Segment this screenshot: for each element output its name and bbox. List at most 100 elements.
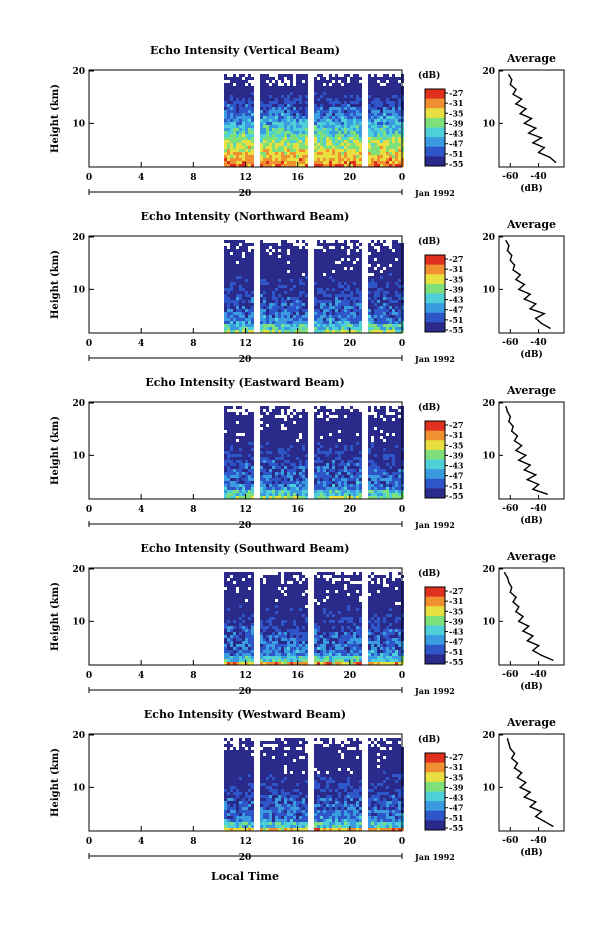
heat-cell [269, 282, 272, 285]
heat-cell [287, 276, 290, 279]
heat-cell [344, 149, 347, 152]
heat-cell [329, 297, 332, 300]
heat-cell [338, 412, 341, 415]
heat-cell [266, 273, 269, 276]
heat-cell [395, 155, 398, 158]
heat-cell [314, 261, 317, 264]
heat-cell [302, 270, 305, 273]
heat-cell [314, 273, 317, 276]
heat-cell [266, 439, 269, 442]
heat-cell [350, 282, 353, 285]
heat-cell [335, 318, 338, 321]
heat-cell [296, 143, 299, 146]
heat-cell [293, 89, 296, 92]
heat-cell [245, 110, 248, 113]
heat-cell [377, 451, 380, 454]
heat-cell [323, 276, 326, 279]
heat-cell [335, 146, 338, 149]
heat-cell [263, 89, 266, 92]
heat-cell [269, 484, 272, 487]
heat-cell [263, 478, 266, 481]
heat-cell [383, 490, 386, 493]
heat-cell [341, 146, 344, 149]
heat-cell [392, 89, 395, 92]
heat-cell [305, 418, 308, 421]
heat-cell [374, 487, 377, 490]
heat-cell [266, 315, 269, 318]
heat-cell [248, 158, 251, 161]
heat-cell [344, 134, 347, 137]
heat-cell [392, 321, 395, 324]
heat-cell [305, 300, 308, 303]
heat-cell [383, 454, 386, 457]
heat-cell [374, 276, 377, 279]
heat-cell [236, 303, 239, 306]
heat-cell [350, 131, 353, 134]
heat-cell [389, 113, 392, 116]
heat-cell [320, 83, 323, 86]
heat-cell [263, 318, 266, 321]
heat-cell [263, 291, 266, 294]
heat-cell [281, 137, 284, 140]
heat-cell [377, 460, 380, 463]
heat-cell [305, 478, 308, 481]
heat-cell [344, 321, 347, 324]
heat-cell [398, 122, 401, 125]
heat-cell [380, 128, 383, 131]
heat-cell [251, 258, 254, 261]
heat-cell [335, 321, 338, 324]
heat-cell [380, 155, 383, 158]
heat-cell [236, 306, 239, 309]
heat-cell [239, 294, 242, 297]
heat-cell [398, 98, 401, 101]
heat-cell [320, 439, 323, 442]
heat-cell [275, 424, 278, 427]
heat-cell [374, 303, 377, 306]
heat-cell [380, 140, 383, 143]
heat-cell [368, 155, 371, 158]
heat-cell [314, 484, 317, 487]
heat-cell [398, 128, 401, 131]
heat-cell [329, 436, 332, 439]
heat-cell [359, 300, 362, 303]
heat-cell [383, 291, 386, 294]
heat-cell [263, 300, 266, 303]
heat-cell [302, 442, 305, 445]
heat-cell [326, 131, 329, 134]
heat-cell [278, 321, 281, 324]
heat-cell [224, 424, 227, 427]
heat-cell [374, 137, 377, 140]
heat-cell [395, 454, 398, 457]
heat-cell [248, 86, 251, 89]
heat-cell [239, 77, 242, 80]
heat-cell [251, 255, 254, 258]
heat-cell [227, 131, 230, 134]
heat-cell [284, 240, 287, 243]
heat-cell [224, 261, 227, 264]
heat-cell [236, 475, 239, 478]
heat-cell [338, 433, 341, 436]
x-tick-label: 16 [291, 505, 304, 515]
profile-x-tick-label: -40 [530, 172, 546, 182]
heat-cell [239, 282, 242, 285]
heat-cell [275, 324, 278, 327]
heat-cell [236, 466, 239, 469]
heat-cell [332, 430, 335, 433]
heat-cell [344, 131, 347, 134]
heat-cell [305, 95, 308, 98]
heat-cell [392, 116, 395, 119]
heat-cell [392, 258, 395, 261]
heat-cell [293, 490, 296, 493]
heat-cell [290, 490, 293, 493]
heat-cell [227, 433, 230, 436]
heat-cell [296, 291, 299, 294]
heat-cell [332, 457, 335, 460]
heat-cell [398, 252, 401, 255]
heat-cell [290, 267, 293, 270]
heat-cell [239, 143, 242, 146]
heat-cell [236, 327, 239, 330]
heat-cell [245, 246, 248, 249]
heat-cell [392, 131, 395, 134]
heat-cell [296, 119, 299, 122]
heat-cell [284, 406, 287, 409]
